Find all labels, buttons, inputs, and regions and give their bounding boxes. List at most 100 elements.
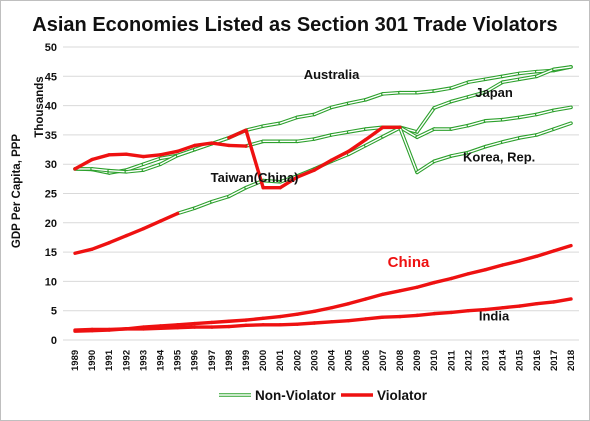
line-segment-inner bbox=[467, 120, 487, 127]
x-tick-label: 2000 bbox=[258, 350, 269, 371]
x-tick-label: 1998 bbox=[224, 350, 235, 371]
line-segment bbox=[552, 243, 573, 253]
line-segment bbox=[107, 152, 129, 157]
line-segment bbox=[500, 259, 522, 267]
line-segment-inner bbox=[382, 127, 401, 138]
line-segment-inner bbox=[433, 155, 452, 162]
x-tick-label: 2004 bbox=[327, 349, 338, 371]
line-segment bbox=[381, 314, 402, 319]
line-segment-inner bbox=[501, 137, 521, 143]
series-korea-rep--violator bbox=[73, 211, 180, 255]
series-label: Taiwan(China) bbox=[211, 170, 299, 185]
x-tick-label: 1996 bbox=[190, 350, 201, 371]
x-tick-label: 1994 bbox=[156, 349, 167, 371]
line-segment-inner bbox=[313, 134, 333, 140]
line-segment bbox=[124, 152, 146, 159]
line-segment bbox=[381, 289, 402, 296]
line-segment-inner bbox=[330, 131, 350, 136]
line-segment-inner bbox=[484, 81, 504, 93]
x-tick-label: 1999 bbox=[241, 350, 252, 371]
line-segment bbox=[364, 125, 385, 142]
line-segment-inner bbox=[365, 135, 384, 147]
line-segment bbox=[483, 306, 505, 312]
line-segment bbox=[124, 226, 146, 238]
line-segment bbox=[244, 323, 265, 328]
line-segment bbox=[227, 318, 248, 323]
line-segment-inner bbox=[228, 186, 247, 198]
line-segment-inner bbox=[262, 122, 281, 127]
series-australia-violator bbox=[227, 128, 248, 140]
x-tick-label: 2016 bbox=[532, 350, 543, 371]
x-tick-label: 2014 bbox=[498, 349, 509, 371]
line-segment-inner bbox=[450, 124, 470, 130]
legend-label-violator: Violator bbox=[377, 388, 428, 403]
y-tick-label: 30 bbox=[45, 159, 57, 171]
line-segment-inner bbox=[467, 78, 487, 83]
line-segment bbox=[141, 219, 163, 231]
line-segment bbox=[107, 327, 129, 332]
line-segment-inner bbox=[450, 81, 470, 89]
line-segment bbox=[329, 301, 351, 310]
line-segment bbox=[398, 285, 419, 293]
y-tick-label: 0 bbox=[51, 335, 57, 347]
line-segment-inner bbox=[553, 66, 572, 70]
line-segment bbox=[364, 292, 385, 301]
line-segment-inner bbox=[416, 90, 435, 94]
line-segment-inner bbox=[125, 169, 145, 173]
line-segment-inner bbox=[245, 125, 264, 131]
line-segment-inner bbox=[279, 116, 299, 124]
y-tick-label: 40 bbox=[45, 101, 57, 113]
line-segment-inner bbox=[347, 144, 367, 155]
x-tick-label: 2013 bbox=[480, 350, 491, 371]
line-segment bbox=[329, 149, 351, 162]
line-segment-inner bbox=[296, 138, 316, 143]
line-segment bbox=[278, 312, 300, 319]
x-tick-label: 2011 bbox=[446, 350, 457, 371]
line-segment bbox=[295, 309, 317, 316]
line-segment bbox=[261, 314, 282, 321]
y-tick-label: 45 bbox=[45, 71, 57, 83]
line-segment bbox=[295, 168, 317, 179]
line-segment bbox=[193, 141, 214, 148]
line-segment bbox=[466, 267, 488, 276]
line-segment-inner bbox=[416, 128, 435, 138]
line-segment bbox=[278, 322, 300, 327]
line-segment-inner bbox=[108, 169, 128, 173]
line-segment bbox=[73, 157, 94, 171]
line-segment-inner bbox=[142, 157, 162, 165]
line-segment-inner bbox=[536, 128, 555, 136]
line-segment-inner bbox=[296, 113, 316, 119]
line-segment bbox=[227, 128, 248, 140]
chart-title: Asian Economies Listed as Section 301 Tr… bbox=[32, 14, 557, 36]
line-segment bbox=[210, 324, 231, 329]
series-india-violator bbox=[73, 297, 573, 332]
x-tick-label: 1997 bbox=[207, 350, 218, 371]
line-segment bbox=[193, 320, 214, 326]
line-segment bbox=[312, 306, 334, 313]
x-tick-label: 1995 bbox=[173, 349, 184, 371]
line-segment bbox=[141, 153, 163, 159]
line-segment bbox=[90, 241, 111, 251]
line-segment bbox=[244, 316, 265, 322]
line-segment bbox=[432, 276, 453, 285]
x-tick-label: 2001 bbox=[275, 349, 286, 371]
line-segment-inner bbox=[433, 100, 452, 109]
series-label: India bbox=[479, 309, 510, 324]
x-tick-label: 2015 bbox=[515, 349, 526, 371]
line-segment bbox=[535, 300, 556, 306]
line-segment bbox=[415, 280, 436, 289]
line-segment-inner bbox=[450, 96, 470, 103]
line-segment-inner bbox=[501, 116, 521, 121]
line-segment-inner bbox=[176, 148, 196, 157]
legend: Non-Violator Violator bbox=[219, 388, 428, 403]
line-segment bbox=[535, 249, 556, 258]
line-segment bbox=[398, 313, 419, 319]
line-segment-inner bbox=[176, 207, 196, 215]
y-tick-label: 35 bbox=[45, 130, 57, 142]
line-segment-inner bbox=[536, 109, 555, 116]
line-segment-inner bbox=[467, 145, 487, 154]
x-tick-label: 2002 bbox=[292, 350, 303, 371]
line-segment bbox=[432, 310, 453, 316]
line-segment-inner bbox=[553, 106, 572, 111]
